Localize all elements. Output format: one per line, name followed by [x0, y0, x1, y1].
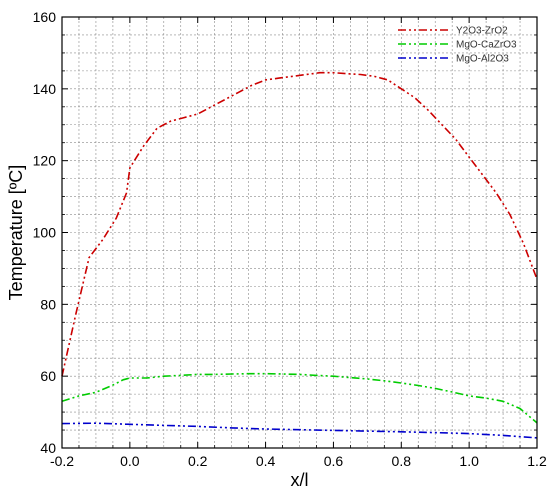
- y-axis-tick-labels: 40 60 80 100 120 140 160: [33, 9, 57, 456]
- y-tick-label: 40: [40, 440, 56, 456]
- y-tick-label: 120: [33, 153, 57, 169]
- x-tick-label: 0.0: [120, 453, 140, 469]
- y-tick-label: 160: [33, 9, 57, 25]
- x-tick-label: 0.6: [324, 453, 344, 469]
- x-axis-title: x/l: [291, 470, 309, 490]
- series-line-1: [61, 71, 538, 377]
- legend: Y2O3-ZrO2 MgO-CaZrO3 MgO-Al2O3: [398, 26, 517, 65]
- legend-label: MgO-CaZrO3: [456, 40, 517, 51]
- x-tick-label: 0.4: [256, 453, 276, 469]
- x-tick-label: 0.8: [392, 453, 412, 469]
- series-line-2: [61, 372, 538, 424]
- grid: [62, 17, 537, 448]
- series-lines: [61, 71, 538, 439]
- x-tick-label: 1.0: [459, 453, 479, 469]
- y-tick-label: 100: [33, 225, 57, 241]
- y-tick-label: 80: [40, 296, 56, 312]
- x-axis-tick-labels: -0.2 0.0 0.2 0.4 0.6 0.8 1.0 1.2: [50, 453, 547, 469]
- legend-label: MgO-Al2O3: [456, 54, 509, 65]
- series-line-3: [61, 422, 538, 439]
- x-tick-label: 0.2: [188, 453, 208, 469]
- x-tick-label: -0.2: [50, 453, 74, 469]
- x-tick-label: 1.2: [527, 453, 547, 469]
- axis-ticks: [61, 16, 538, 449]
- y-tick-label: 60: [40, 368, 56, 384]
- y-axis-title: Temperature [ºC]: [6, 165, 26, 301]
- legend-label: Y2O3-ZrO2: [456, 26, 508, 37]
- y-tick-label: 140: [33, 81, 57, 97]
